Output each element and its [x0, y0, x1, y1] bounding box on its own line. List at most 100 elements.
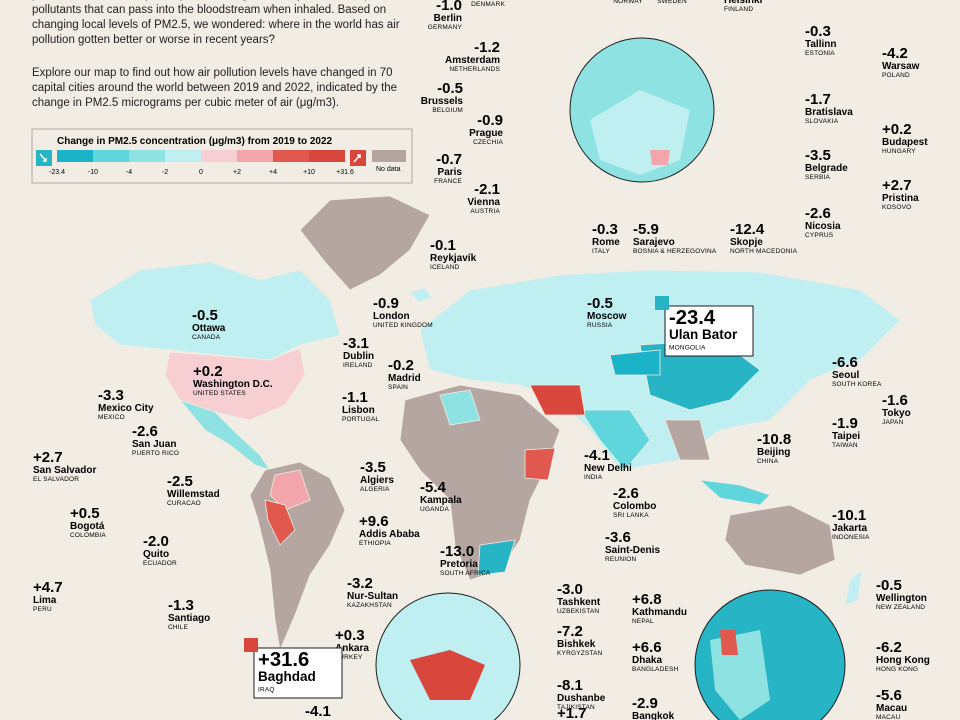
city-name: Kathmandu — [632, 607, 687, 618]
city-value: -3.5 — [360, 459, 386, 476]
city-value: -6.2 — [876, 639, 902, 656]
city-name: Dublin — [343, 351, 374, 362]
legend-title: Change in PM2.5 concentration (μg/m3) fr… — [57, 136, 333, 147]
city-name: Ottawa — [192, 323, 226, 334]
highlight-box — [664, 305, 754, 357]
city-name: Macau — [876, 703, 907, 714]
city-value: -12.4 — [730, 221, 765, 238]
intro-text: particulate matter 2.5 (PM2.5), the name… — [32, 0, 400, 46]
city-name: Madrid — [388, 373, 421, 384]
city-name: Addis Ababa — [359, 529, 420, 540]
country-name: ESTONIA — [805, 50, 835, 57]
country-name: PERU — [33, 606, 52, 613]
city-name: Lima — [33, 595, 57, 606]
legend-swatch — [237, 150, 273, 162]
country-name: SLOVAKIA — [805, 118, 839, 125]
city-name: Lisbon — [342, 405, 375, 416]
city-name: Brussels — [421, 96, 464, 107]
city-name: Reykjavík — [430, 253, 477, 264]
country-name: CZECHIA — [473, 139, 503, 146]
city-value: +31.6 — [258, 649, 309, 671]
city-name: Baghdad — [258, 669, 316, 684]
city-name: Algiers — [360, 475, 394, 486]
city-name: Hong Kong — [876, 655, 930, 666]
legend-swatch — [201, 150, 237, 162]
country-name: CURACAO — [167, 500, 201, 507]
city-value: +6.6 — [632, 639, 662, 656]
legend-swatch — [273, 150, 309, 162]
country-name: IRAQ — [258, 687, 275, 694]
country-name: SOUTH AFRICA — [440, 570, 491, 577]
city-value: -2.6 — [805, 205, 831, 222]
country-name: FRANCE — [434, 178, 462, 185]
city-name: Bishkek — [557, 639, 596, 650]
city-name: Ulan Bator — [669, 327, 738, 342]
inset-land — [720, 630, 738, 655]
country-name: BANGLADESH — [632, 666, 679, 673]
country-name: MACAU — [876, 714, 901, 720]
country-name: GERMANY — [428, 24, 463, 31]
city-name: Skopje — [730, 237, 763, 248]
city-value: -3.6 — [605, 529, 631, 546]
city-name: Rome — [592, 237, 620, 248]
inset-land — [650, 150, 670, 165]
city-value: -10.1 — [832, 507, 866, 524]
legend-tick: +31.6 — [336, 169, 354, 176]
city-value: -3.1 — [343, 335, 369, 352]
city-name: Beijing — [757, 447, 790, 458]
city-name: Sarajevo — [633, 237, 675, 248]
city-value: +0.5 — [70, 505, 100, 522]
no-data-swatch — [372, 150, 406, 162]
country-name: CHINA — [757, 458, 779, 465]
city-value: -3.3 — [98, 387, 124, 404]
city-value: -5.4 — [420, 479, 447, 496]
city-value: -0.7 — [436, 151, 462, 168]
city-name: Vienna — [467, 197, 500, 208]
city-value: -0.3 — [805, 23, 831, 40]
city-value: +0.3 — [335, 627, 365, 644]
country-name: KOSOVO — [882, 204, 911, 211]
city-value: -0.9 — [373, 295, 399, 312]
city-name: Bratislava — [805, 107, 853, 118]
country-name: ALGERIA — [360, 486, 390, 493]
city-name: Pretoria — [440, 559, 478, 570]
city-name: Moscow — [587, 311, 627, 322]
country-name: SERBIA — [805, 174, 831, 181]
country-name: SOUTH KOREA — [832, 381, 882, 388]
highlight-icon — [655, 296, 669, 310]
city-value: -2.6 — [613, 485, 639, 502]
city-value: -7.2 — [557, 623, 583, 640]
country-name: ETHIOPIA — [359, 540, 391, 547]
city-value: -1.7 — [805, 91, 831, 108]
country-name: SRI LANKA — [613, 512, 649, 519]
city-value: +6.8 — [632, 591, 662, 608]
country-name: HONG KONG — [876, 666, 918, 673]
city-value: -5.9 — [633, 221, 659, 238]
city-name: Jakarta — [832, 523, 867, 534]
country-name: COLOMBIA — [70, 532, 106, 539]
country-name: UNITED KINGDOM — [373, 322, 433, 329]
country-name: INDIA — [584, 474, 603, 481]
city-name: Dushanbe — [557, 693, 606, 704]
no-data-label: No data — [376, 166, 401, 173]
city-name: San Salvador — [33, 465, 96, 476]
legend-swatch — [57, 150, 93, 162]
city-name: Bogotá — [70, 521, 105, 532]
country-name: SPAIN — [388, 384, 408, 391]
city-value: -3.2 — [347, 575, 373, 592]
country-name: INDONESIA — [832, 534, 870, 541]
city-value: -2.1 — [474, 181, 500, 198]
city-name: Mexico City — [98, 403, 154, 414]
country-name: CHILE — [168, 624, 189, 631]
city-value: +9.6 — [359, 513, 389, 530]
city-name: Seoul — [832, 370, 859, 381]
country-name: CYPRUS — [805, 232, 834, 239]
city-value: +2.7 — [33, 449, 63, 466]
city-name: New Delhi — [584, 463, 632, 474]
city-value: -2.9 — [632, 695, 658, 712]
city-name: Tashkent — [557, 597, 601, 608]
city-value: -0.1 — [430, 237, 456, 254]
country-name: AUSTRIA — [470, 208, 500, 215]
city-name: Ankara — [335, 643, 369, 654]
city-name: Prague — [469, 128, 503, 139]
